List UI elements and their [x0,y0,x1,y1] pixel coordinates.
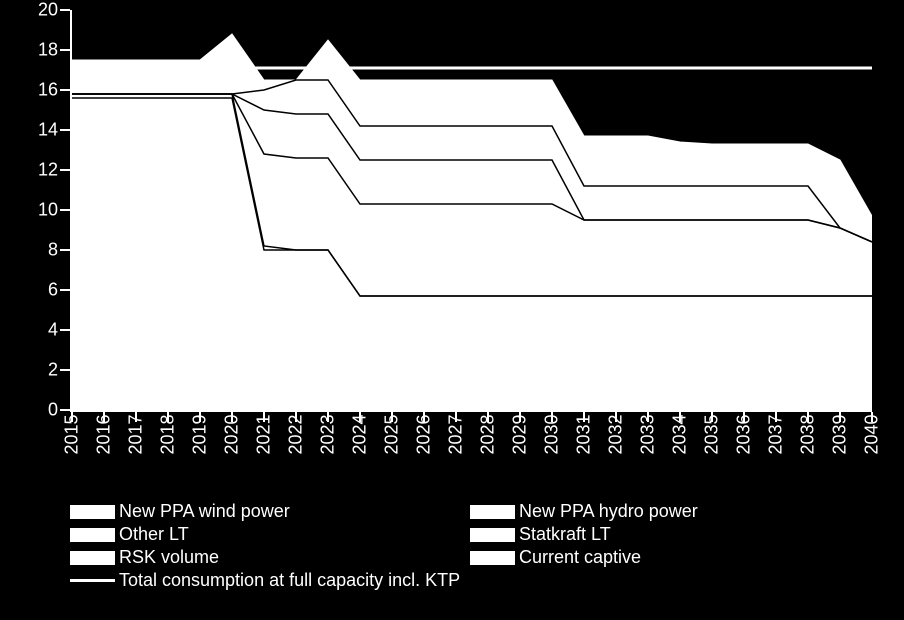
legend-box-icon [470,551,515,565]
y-axis-label: 4 [48,320,58,341]
plot-svg [72,10,872,410]
x-axis-label: 2027 [446,414,467,454]
legend-label: Total consumption at full capacity incl.… [119,570,460,591]
y-tick [60,329,70,331]
legend-item: Current captive [470,546,870,569]
x-axis-label: 2031 [574,414,595,454]
y-axis-label: 14 [38,120,58,141]
plot-area: 0246810121416182020152016201720182019202… [70,10,872,412]
y-axis-label: 18 [38,40,58,61]
legend-item: RSK volume [70,546,470,569]
x-axis-label: 2030 [542,414,563,454]
y-tick [60,9,70,11]
legend-label: Other LT [119,524,189,545]
x-axis-label: 2026 [414,414,435,454]
y-axis-label: 12 [38,160,58,181]
x-axis-label: 2021 [254,414,275,454]
y-tick [60,289,70,291]
legend-box-icon [470,528,515,542]
y-tick [60,369,70,371]
y-tick [60,209,70,211]
x-axis-label: 2037 [766,414,787,454]
legend-item: New PPA hydro power [470,500,870,523]
x-axis-label: 2033 [638,414,659,454]
legend-box-icon [470,505,515,519]
stacked-area-total [72,34,872,410]
x-axis-label: 2034 [670,414,691,454]
legend-box-icon [70,551,115,565]
x-axis-label: 2018 [158,414,179,454]
y-axis-label: 20 [38,0,58,21]
legend-label: Current captive [519,547,641,568]
x-axis-label: 2025 [382,414,403,454]
x-axis-label: 2036 [734,414,755,454]
y-tick [60,409,70,411]
x-axis-label: 2016 [94,414,115,454]
legend: New PPA wind power New PPA hydro power Oth… [70,500,870,592]
legend-item: Other LT [70,523,470,546]
y-axis-label: 2 [48,360,58,381]
legend-box-icon [70,505,115,519]
legend-item: Total consumption at full capacity incl.… [70,569,870,592]
y-axis-label: 16 [38,80,58,101]
legend-item: New PPA wind power [70,500,470,523]
y-axis-label: 6 [48,280,58,301]
x-axis-label: 2015 [62,414,83,454]
x-axis-label: 2019 [190,414,211,454]
legend-item: Statkraft LT [470,523,870,546]
x-axis-label: 2024 [350,414,371,454]
y-tick [60,129,70,131]
y-axis-label: 8 [48,240,58,261]
x-axis-label: 2020 [222,414,243,454]
legend-box-icon [70,528,115,542]
legend-label: New PPA wind power [119,501,290,522]
y-tick [60,49,70,51]
y-tick [60,89,70,91]
x-axis-label: 2022 [286,414,307,454]
y-axis-label: 10 [38,200,58,221]
legend-label: Statkraft LT [519,524,611,545]
x-axis-label: 2028 [478,414,499,454]
y-tick [60,169,70,171]
x-axis-label: 2040 [862,414,883,454]
y-tick [60,249,70,251]
legend-line-icon [70,579,115,582]
x-axis-label: 2029 [510,414,531,454]
x-axis-label: 2023 [318,414,339,454]
x-axis-label: 2032 [606,414,627,454]
legend-label: New PPA hydro power [519,501,698,522]
chart-container: 0 2 4 6 8 10 12 14 16 18 20 2015 2016 2017 2018 2019 202… [0,0,904,620]
x-axis-label: 2039 [830,414,851,454]
y-axis-label: 0 [48,400,58,421]
x-axis-label: 2035 [702,414,723,454]
legend-label: RSK volume [119,547,219,568]
x-axis-label: 2017 [126,414,147,454]
x-axis-label: 2038 [798,414,819,454]
